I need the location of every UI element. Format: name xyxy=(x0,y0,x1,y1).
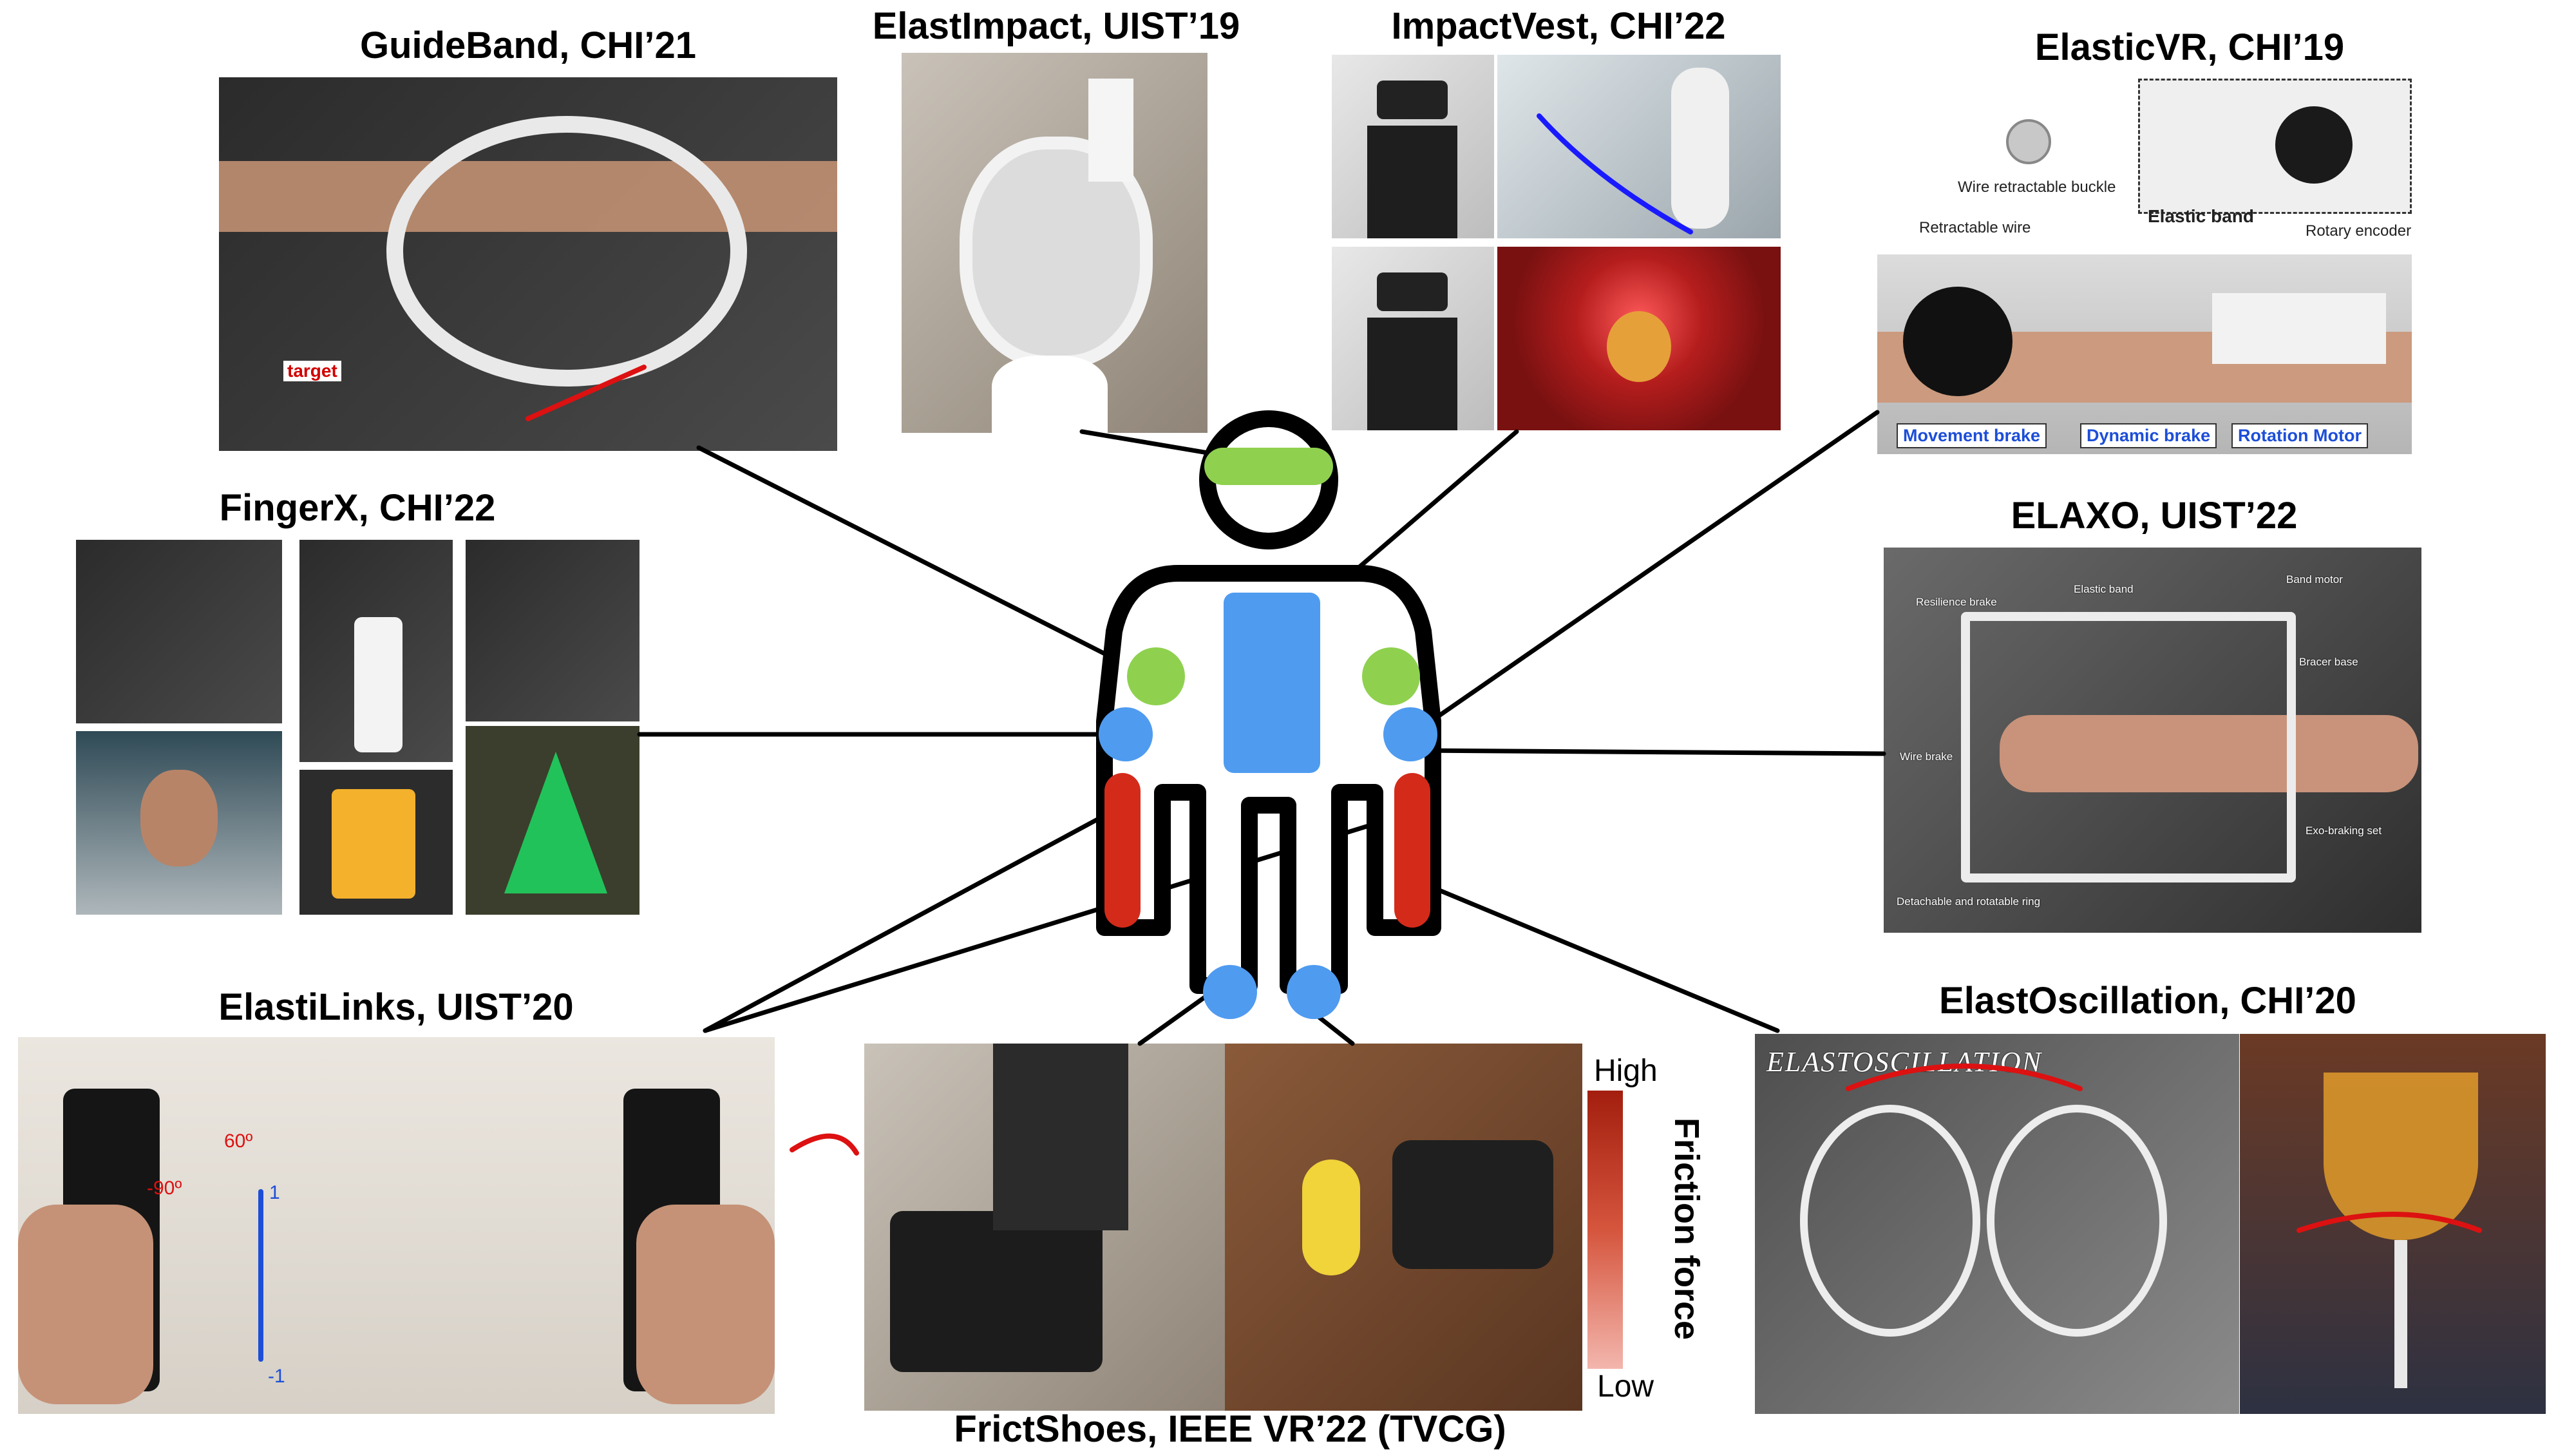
title-elaxo: ELAXO, UIST’22 xyxy=(2011,495,2298,537)
elasticvr-label-retractable-wire: Retractable wire xyxy=(1919,219,2031,236)
elaxo-label-resilience-brake: Resilience brake xyxy=(1916,596,1997,608)
elaxo-label-bracer-base: Bracer base xyxy=(2299,656,2358,668)
elastoscillation-photo-2 xyxy=(2240,1034,2546,1414)
friction-legend-high: High xyxy=(1594,1054,1658,1088)
head-band xyxy=(1204,448,1333,485)
fingerx-photo-4 xyxy=(76,731,282,915)
title-elastoscillation: ElastOscillation, CHI’20 xyxy=(1939,980,2356,1022)
elastilinks-pos-one: 1 xyxy=(269,1182,280,1203)
elasticvr-arm-photo xyxy=(1877,254,2412,454)
right-shoulder xyxy=(1362,647,1420,705)
impactvest-photo-1 xyxy=(1332,55,1494,238)
title-elasticvr: ElasticVR, CHI’19 xyxy=(2034,26,2345,68)
elaxo-label-wire-brake: Wire brake xyxy=(1900,750,1953,763)
right-elbow xyxy=(1383,707,1437,761)
title-impactvest: ImpactVest, CHI’22 xyxy=(1391,5,1726,47)
right-foot xyxy=(1287,965,1341,1019)
line-frictshoes-left xyxy=(1137,993,1210,1046)
elaxo-label-exo-braking-set: Exo-braking set xyxy=(2306,825,2382,837)
arrow-icon xyxy=(258,113,2482,1362)
line-elastilinks-left xyxy=(703,803,1126,1033)
friction-legend-low: Low xyxy=(1597,1369,1654,1404)
line-elastoscillation xyxy=(1434,886,1780,1033)
elasticvr-label-buckle: Wire retractable buckle xyxy=(1958,178,2116,196)
elastilinks-neg-one: -1 xyxy=(268,1366,285,1387)
elastilinks-angle-60: 60º xyxy=(224,1130,253,1152)
line-elaxo xyxy=(1414,748,1886,756)
left-foot xyxy=(1203,965,1257,1019)
elaxo-label-elastic-band: Elastic band xyxy=(2074,583,2134,595)
elasticvr-label-dynamic-brake: Dynamic brake xyxy=(2080,423,2217,448)
impactvest-photo-2 xyxy=(1497,55,1781,238)
elasticvr-label-elastic-band: Elastic band xyxy=(2148,206,2254,226)
elaxo-photo: Resilience brake Elastic band Band motor… xyxy=(1884,548,2421,933)
left-shoulder xyxy=(1127,647,1185,705)
right-forearm xyxy=(1394,773,1430,928)
fingerx-photo-5 xyxy=(299,770,453,915)
left-elbow xyxy=(1099,707,1153,761)
fingerx-photo-1 xyxy=(76,540,282,723)
elasticvr-device-photo xyxy=(2138,79,2412,214)
friction-force-legend-bar xyxy=(1587,1091,1623,1369)
title-fingerx: FingerX, CHI’22 xyxy=(219,487,496,529)
fingerx-photo-3 xyxy=(466,540,639,721)
title-elastimpact: ElastImpact, UIST’19 xyxy=(872,5,1240,47)
elastilinks-angle-neg90: -90º xyxy=(147,1178,182,1199)
fingerx-photo-6 xyxy=(466,726,639,915)
elasticvr-label-rotation-motor: Rotation Motor xyxy=(2231,423,2368,448)
fingerx-photo-2 xyxy=(299,540,453,762)
title-elastilinks: ElastiLinks, UIST’20 xyxy=(218,986,574,1028)
impactvest-photo-4 xyxy=(1497,247,1781,430)
line-guideband xyxy=(696,445,1133,669)
elasticvr-label-movement-brake: Movement brake xyxy=(1897,423,2047,448)
title-frictshoes: FrictShoes, IEEE VR’22 (TVCG) xyxy=(954,1408,1506,1450)
impactvest-photo-3 xyxy=(1332,247,1494,430)
title-guideband: GuideBand, CHI’21 xyxy=(359,24,697,66)
elastoscillation-photo-1: ELASTOSCILLATION xyxy=(1755,1034,2239,1414)
elasticvr-label-rotary-encoder: Rotary encoder xyxy=(2306,222,2412,240)
elastilinks-photo: 60º -90º 1 -1 xyxy=(18,1037,775,1414)
frictshoes-photo-1 xyxy=(864,1044,1225,1411)
frictshoes-photo-2 xyxy=(1225,1044,1582,1411)
elastimpact-photo xyxy=(902,53,1208,433)
buckle-icon xyxy=(2006,119,2051,164)
guideband-photo: target xyxy=(219,77,837,451)
left-forearm xyxy=(1104,773,1141,928)
elaxo-label-detachable-ring: Detachable and rotatable ring xyxy=(1897,895,2041,908)
guideband-target-label: target xyxy=(283,361,341,381)
elaxo-label-band-motor: Band motor xyxy=(2286,573,2343,586)
torso-block xyxy=(1224,593,1320,773)
line-elasticvr xyxy=(1414,410,1880,734)
